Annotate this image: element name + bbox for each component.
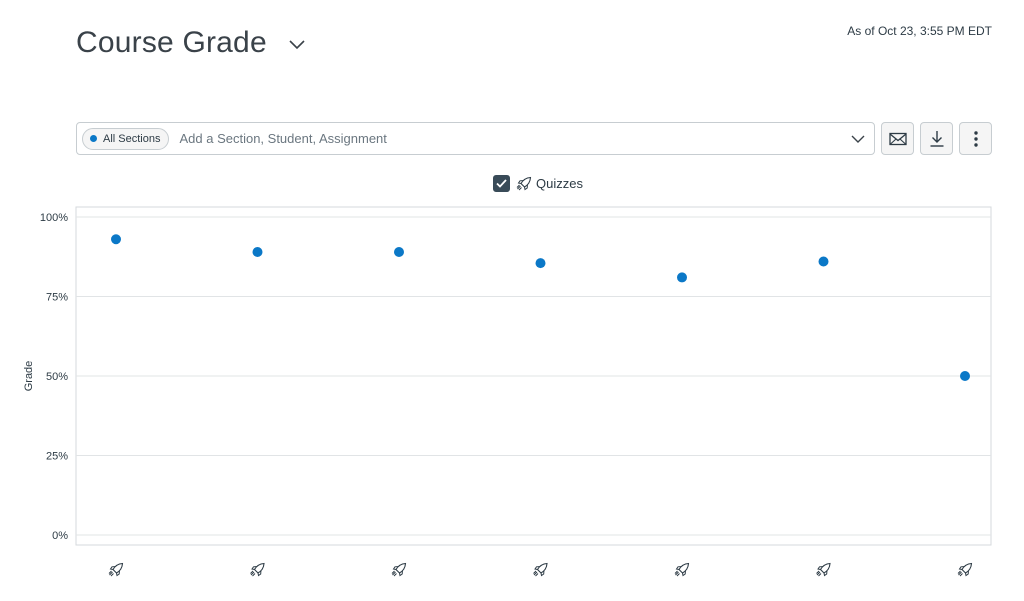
rocket-icon <box>516 176 532 190</box>
data-points <box>111 234 970 381</box>
data-point[interactable] <box>818 256 829 267</box>
x-tick-icons <box>108 562 973 577</box>
plot-area <box>75 206 992 546</box>
y-tick-label: 100% <box>40 212 68 224</box>
quizzes-checkbox[interactable] <box>493 175 510 192</box>
y-tick-labels: 100% 75% 50% 25% 0% <box>40 212 68 542</box>
more-options-button[interactable] <box>959 122 992 155</box>
data-point[interactable] <box>677 272 687 283</box>
download-icon <box>930 130 943 147</box>
rocket-icon <box>674 562 690 577</box>
data-point[interactable] <box>960 371 970 381</box>
rocket-icon <box>391 562 407 577</box>
rocket-icon <box>532 562 548 577</box>
rocket-icon <box>815 562 831 577</box>
checkmark-icon <box>496 179 507 188</box>
section-chip[interactable]: All Sections <box>82 127 170 150</box>
download-button[interactable] <box>920 122 953 155</box>
y-tick-label: 50% <box>46 371 68 383</box>
y-tick-label: 25% <box>46 451 68 463</box>
message-students-button[interactable] <box>881 122 914 155</box>
rocket-icon <box>957 562 973 577</box>
legend-label: Quizzes <box>536 176 583 191</box>
chevron-down-icon[interactable] <box>850 132 866 146</box>
data-point[interactable] <box>535 258 546 269</box>
data-point[interactable] <box>252 246 263 257</box>
chart-legend: Quizzes <box>493 175 583 192</box>
kebab-icon <box>973 130 978 147</box>
data-point[interactable] <box>394 246 404 257</box>
rocket-icon <box>249 562 265 577</box>
filter-search-input[interactable] <box>179 131 820 146</box>
filter-bar[interactable]: All Sections <box>76 122 875 155</box>
y-axis-title: Grade <box>23 361 35 392</box>
data-point[interactable] <box>111 234 121 245</box>
chip-label: All Sections <box>103 132 161 145</box>
title-row: Course Grade <box>76 26 307 60</box>
chip-dot-icon <box>90 135 97 142</box>
as-of-timestamp: As of Oct 23, 3:55 PM EDT <box>847 24 992 38</box>
chevron-down-icon[interactable] <box>287 38 307 52</box>
gridlines <box>76 216 991 536</box>
rocket-icon <box>108 562 124 577</box>
page-title: Course Grade <box>76 26 267 59</box>
envelope-icon <box>888 132 907 145</box>
y-tick-label: 75% <box>46 292 68 304</box>
y-tick-label: 0% <box>52 530 68 542</box>
